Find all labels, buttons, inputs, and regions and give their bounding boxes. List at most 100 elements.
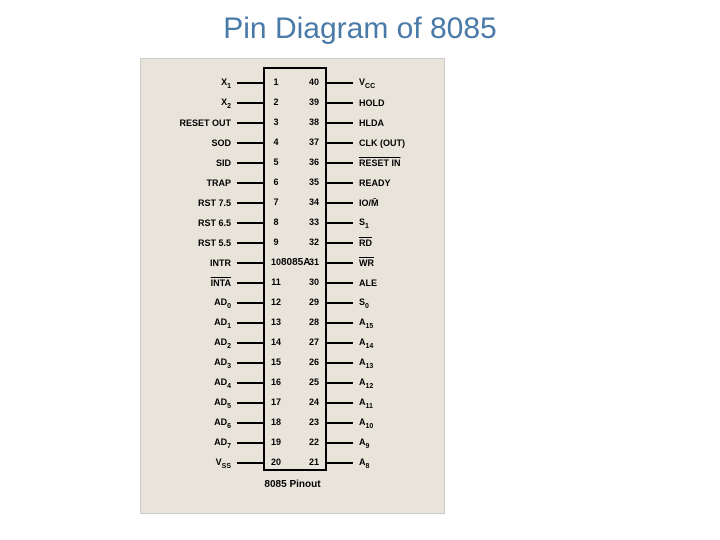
pin-number: 19	[267, 437, 285, 447]
pin-lead	[327, 82, 353, 84]
pin-row: TRAP635READY	[141, 173, 444, 193]
pin-label-left: AD5	[141, 397, 231, 410]
pin-lead	[327, 462, 353, 464]
pin-label-left: TRAP	[141, 178, 231, 188]
pin-label-right: A10	[359, 417, 439, 430]
pin-label-left: VSS	[141, 457, 231, 470]
pin-row: X2239HOLD	[141, 93, 444, 113]
slide: Pin Diagram of 8085 8085A X1140VCCX2239H…	[0, 0, 720, 540]
pin-number: 30	[305, 277, 323, 287]
pin-number: 33	[305, 217, 323, 227]
pin-lead	[237, 262, 263, 264]
pin-row: INTA1130ALE	[141, 273, 444, 293]
pin-label-right: IO/M̄	[359, 198, 439, 208]
pin-number: 16	[267, 377, 285, 387]
pin-label-right: A14	[359, 337, 439, 350]
pin-lead	[327, 362, 353, 364]
pin-diagram: 8085A X1140VCCX2239HOLDRESET OUT338HLDAS…	[140, 58, 445, 514]
pin-number: 10	[267, 257, 285, 267]
pin-number: 3	[267, 117, 285, 127]
pin-label-right: HOLD	[359, 98, 439, 108]
pin-label-right: CLK (OUT)	[359, 138, 439, 148]
pin-label-right: VCC	[359, 77, 439, 90]
pin-lead	[237, 322, 263, 324]
pin-number: 40	[305, 77, 323, 87]
pin-number: 27	[305, 337, 323, 347]
pin-number: 29	[305, 297, 323, 307]
pin-number: 23	[305, 417, 323, 427]
pin-lead	[327, 442, 353, 444]
pin-number: 13	[267, 317, 285, 327]
pin-row: AD51724A11	[141, 393, 444, 413]
page-title: Pin Diagram of 8085	[0, 0, 720, 46]
pin-lead	[237, 102, 263, 104]
pin-lead	[327, 122, 353, 124]
pin-row: RST 7.5734IO/M̄	[141, 193, 444, 213]
pin-row: AD2 14 27 A14	[141, 333, 444, 353]
pin-label-right: A15	[359, 317, 439, 330]
pin-lead	[327, 382, 353, 384]
pin-number: 11	[267, 277, 285, 287]
pin-label-left: AD6	[141, 417, 231, 430]
pin-lead	[327, 222, 353, 224]
pin-number: 5	[267, 157, 285, 167]
pin-number: 9	[267, 237, 285, 247]
pin-lead	[237, 222, 263, 224]
pin-label-right: A9	[359, 437, 439, 450]
pin-lead	[327, 322, 353, 324]
pin-label-left: AD3	[141, 357, 231, 370]
pin-label-left: AD4	[141, 377, 231, 390]
pin-label-right: HLDA	[359, 118, 439, 128]
pin-number: 20	[267, 457, 285, 467]
pin-number: 17	[267, 397, 285, 407]
pin-row: SOD437CLK (OUT)	[141, 133, 444, 153]
pin-label-right: READY	[359, 178, 439, 188]
pin-label-right: S1	[359, 217, 439, 230]
pin-lead	[237, 362, 263, 364]
pin-row: INTR 10 31 WR	[141, 253, 444, 273]
pin-label-right: A13	[359, 357, 439, 370]
pin-lead	[237, 402, 263, 404]
pin-lead	[327, 242, 353, 244]
pin-number: 32	[305, 237, 323, 247]
pin-lead	[327, 302, 353, 304]
pin-lead	[327, 142, 353, 144]
pin-label-left: SOD	[141, 138, 231, 148]
pin-label-right: A12	[359, 377, 439, 390]
pin-number: 1	[267, 77, 285, 87]
pin-lead	[327, 162, 353, 164]
pin-label-right: S0	[359, 297, 439, 310]
pin-label-right: WR	[359, 258, 439, 268]
pin-label-left: AD1	[141, 317, 231, 330]
pin-label-left: RESET OUT	[141, 118, 231, 128]
pin-lead	[237, 242, 263, 244]
pin-lead	[327, 102, 353, 104]
pin-row: AD41625A12	[141, 373, 444, 393]
pin-lead	[327, 182, 353, 184]
pin-label-right: A11	[359, 397, 439, 410]
pin-lead	[237, 302, 263, 304]
pin-lead	[327, 262, 353, 264]
pin-lead	[327, 422, 353, 424]
pin-number: 31	[305, 257, 323, 267]
pin-lead	[237, 282, 263, 284]
pin-row: VSS2021A8	[141, 453, 444, 473]
pin-number: 14	[267, 337, 285, 347]
pin-label-left: INTR	[141, 258, 231, 268]
pin-row: SID536RESET IN	[141, 153, 444, 173]
pin-row: RST 5.5932RD	[141, 233, 444, 253]
pin-number: 35	[305, 177, 323, 187]
pin-number: 7	[267, 197, 285, 207]
pin-row: AD61823A10	[141, 413, 444, 433]
pin-lead	[237, 462, 263, 464]
pin-label-left: AD2	[141, 337, 231, 350]
diagram-caption: 8085 Pinout	[141, 479, 444, 490]
pin-lead	[237, 202, 263, 204]
pin-number: 28	[305, 317, 323, 327]
pin-lead	[237, 162, 263, 164]
pin-number: 15	[267, 357, 285, 367]
pin-label-left: AD0	[141, 297, 231, 310]
pin-number: 2	[267, 97, 285, 107]
pin-number: 34	[305, 197, 323, 207]
pin-row: RESET OUT338HLDA	[141, 113, 444, 133]
